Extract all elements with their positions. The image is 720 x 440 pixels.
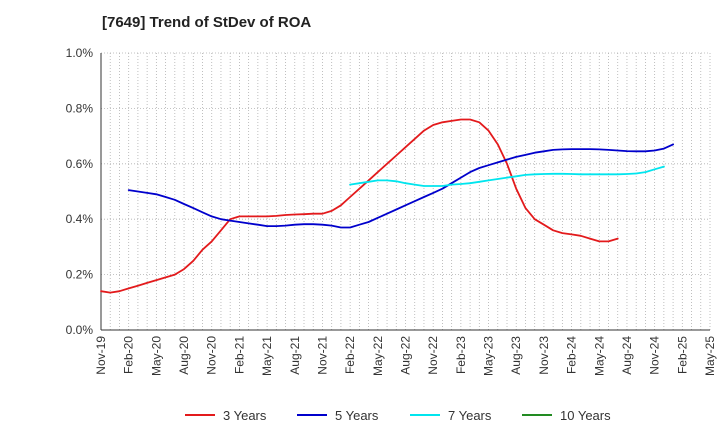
- x-tick-label: May-23: [482, 336, 496, 376]
- x-tick-label: Nov-20: [205, 336, 219, 375]
- x-tick-label: Nov-21: [315, 336, 329, 375]
- series-line-5-years: [127, 143, 674, 229]
- x-tick-label: May-24: [592, 336, 606, 376]
- series-line-7-years: [349, 165, 665, 187]
- legend-label: 5 Years: [335, 408, 379, 423]
- legend-label: 10 Years: [560, 408, 611, 423]
- legend-label: 3 Years: [223, 408, 267, 423]
- x-tick-label: Nov-19: [94, 336, 108, 375]
- chart-title: [7649] Trend of StDev of ROA: [102, 14, 312, 31]
- x-tick-label: Feb-25: [675, 336, 689, 374]
- y-tick-label: 0.8%: [66, 101, 94, 115]
- x-tick-label: May-20: [149, 336, 163, 376]
- y-tick-label: 0.4%: [66, 212, 94, 226]
- x-tick-label: Nov-23: [537, 336, 551, 375]
- y-tick-label: 1.0%: [66, 46, 94, 60]
- x-tick-label: Feb-22: [343, 336, 357, 374]
- x-tick-label: May-25: [703, 336, 717, 376]
- x-tick-label: Aug-23: [509, 336, 523, 375]
- x-tick-label: Feb-20: [122, 336, 136, 374]
- x-tick-label: May-21: [260, 336, 274, 376]
- x-tick-label: Aug-24: [620, 336, 634, 375]
- y-tick-label: 0.2%: [66, 268, 94, 282]
- x-tick-label: Feb-24: [565, 336, 579, 374]
- legend-label: 7 Years: [448, 408, 492, 423]
- x-tick-label: Feb-21: [232, 336, 246, 374]
- x-tick-label: Nov-22: [426, 336, 440, 375]
- x-tick-label: Nov-24: [648, 336, 662, 375]
- x-tick-label: Aug-20: [177, 336, 191, 375]
- x-tick-label: Aug-21: [288, 336, 302, 375]
- y-tick-label: 0.6%: [66, 157, 94, 171]
- x-tick-label: Feb-23: [454, 336, 468, 374]
- x-tick-label: Aug-22: [399, 336, 413, 375]
- y-tick-label: 0.0%: [66, 323, 94, 337]
- series-line-3-years: [100, 118, 619, 294]
- x-tick-label: May-22: [371, 336, 385, 376]
